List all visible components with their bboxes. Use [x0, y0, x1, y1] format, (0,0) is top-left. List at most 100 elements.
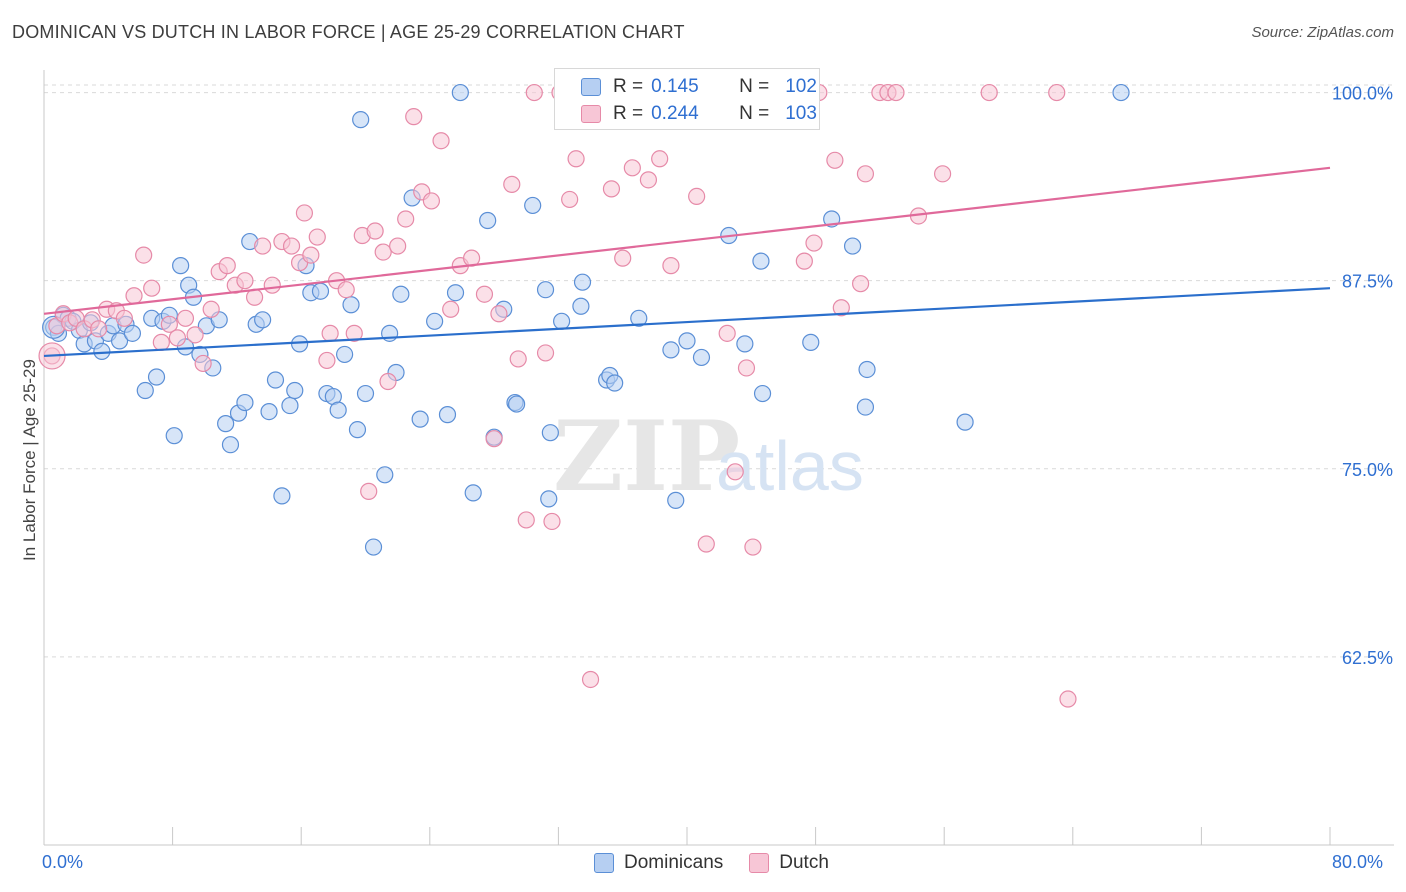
dominicans-point: [843, 237, 862, 255]
r-value: 0.244: [651, 103, 699, 124]
dominicans-point: [1112, 83, 1130, 102]
dominicans-point: [662, 341, 680, 359]
dominicans-point: [376, 466, 394, 484]
y-tick-label: 100.0%: [1332, 84, 1393, 104]
dominicans-point: [678, 332, 696, 350]
dutch-point: [744, 538, 762, 556]
n-value: 103: [785, 103, 817, 124]
legend-swatch-pink: [749, 853, 770, 873]
dominicans-point: [464, 484, 482, 502]
n-value: 102: [785, 76, 817, 97]
legend-item-dominicans[interactable]: Dominicans: [594, 852, 723, 874]
legend-row-dominicans: R = 0.145 N = 102: [581, 75, 817, 99]
dominicans-point: [364, 538, 383, 556]
r-label: R =: [613, 76, 644, 97]
source-credit: Source: ZipAtlas.com: [1251, 24, 1394, 41]
r-value: 0.145: [651, 76, 699, 97]
dutch-point: [125, 287, 143, 305]
trend-lines: [43, 166, 1331, 358]
dutch-point: [832, 299, 850, 317]
dominicans-point: [266, 371, 285, 389]
dominicans-point: [524, 196, 542, 215]
legend-label: Dutch: [779, 852, 829, 873]
dutch-point: [318, 351, 336, 370]
dutch-point: [168, 329, 187, 347]
dominicans-point: [606, 374, 624, 392]
dutch-point: [152, 333, 170, 351]
series-legend: Dominicans Dutch: [594, 852, 855, 874]
dutch-point: [856, 165, 875, 183]
dutch-point: [337, 281, 355, 299]
correlation-legend: R = 0.145 N = 102 R = 0.244 N = 103: [554, 68, 820, 130]
dutch-point: [525, 83, 543, 102]
y-tick-labels: 62.5% 75.0% 87.5% 100.0%: [1332, 84, 1393, 668]
dominicans-point: [336, 345, 354, 364]
dutch-point: [737, 359, 756, 377]
dutch-point: [726, 463, 744, 481]
dutch-point: [282, 237, 301, 255]
y-tick-label: 62.5%: [1342, 648, 1393, 668]
dutch-point: [90, 320, 108, 338]
axes: [43, 70, 1394, 846]
series-dutch: [38, 83, 1077, 708]
dutch-point: [176, 309, 195, 327]
dominicans-point: [136, 381, 154, 400]
dutch-point: [366, 222, 384, 240]
dutch-point: [567, 150, 585, 168]
dominicans-point: [311, 282, 330, 300]
dutch-point: [581, 670, 600, 689]
dominicans-point: [342, 296, 360, 314]
x-tick-label-max: 80.0%: [1332, 852, 1384, 872]
legend-swatch-blue: [581, 78, 601, 96]
dutch-point: [543, 512, 561, 531]
dominicans-point: [392, 285, 410, 303]
dominicans-point: [217, 415, 235, 433]
dominicans-point: [692, 348, 711, 367]
dominicans-point: [426, 312, 444, 330]
dominicans-point: [286, 381, 304, 400]
dominicans-point: [147, 368, 166, 386]
dominicans-point: [446, 284, 465, 302]
dutch-point: [688, 187, 706, 206]
dominicans-point: [736, 335, 754, 353]
x-tick-label-min: 0.0%: [42, 852, 84, 872]
dominicans-point: [451, 83, 469, 102]
dominicans-point: [553, 312, 571, 330]
dutch-point: [805, 234, 823, 252]
dominicans-point: [329, 401, 347, 419]
dominicans-point: [541, 424, 559, 442]
dutch-point: [602, 180, 621, 198]
dutch-point: [379, 372, 397, 391]
dominicans-point: [572, 297, 590, 315]
dominicans-point: [438, 406, 457, 424]
dominicans-point: [93, 342, 111, 361]
dutch-point: [503, 175, 521, 193]
n-label: N =: [739, 76, 770, 97]
dutch-point: [623, 159, 641, 177]
dominicans-point: [956, 413, 974, 431]
dominicans-point: [630, 309, 648, 327]
dutch-point: [115, 309, 133, 327]
n-label: N =: [739, 103, 770, 124]
legend-item-dutch[interactable]: Dutch: [749, 852, 829, 874]
dominicans-point: [236, 393, 254, 412]
dominicans-point: [356, 384, 375, 403]
dutch-point: [405, 108, 423, 126]
dominicans-point: [411, 410, 429, 428]
dominicans-point: [348, 421, 367, 439]
dutch-point: [852, 275, 870, 293]
dutch-point: [980, 83, 998, 102]
dutch-point: [662, 257, 680, 275]
dominicans-point: [540, 490, 558, 508]
dutch-point: [143, 279, 161, 297]
legend-swatch-blue: [594, 853, 614, 873]
dominicans-point: [752, 252, 770, 270]
dutch-point: [389, 237, 407, 255]
dutch-point: [614, 249, 632, 267]
dutch-point: [397, 210, 415, 228]
dutch-point: [826, 151, 844, 169]
trend-line-dutch: [43, 166, 1331, 315]
dominicans-point: [281, 396, 299, 415]
dominicans-point: [536, 281, 555, 299]
dominicans-point: [753, 384, 772, 403]
